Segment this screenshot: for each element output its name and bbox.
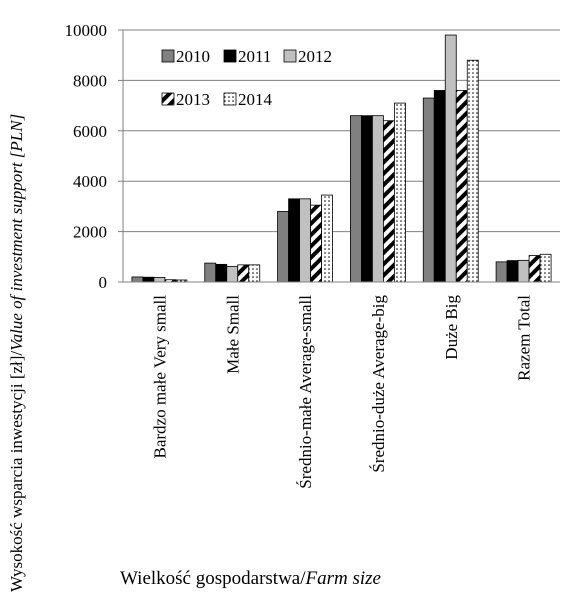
bar xyxy=(142,276,155,283)
bar xyxy=(444,34,457,283)
legend-swatch xyxy=(223,49,237,63)
bar xyxy=(455,90,468,283)
bars xyxy=(131,34,552,283)
bar xyxy=(372,115,384,283)
category-label: Średnio-małe Average-small xyxy=(296,295,315,489)
bar xyxy=(310,204,322,283)
y-tick-label: 6000 xyxy=(73,122,107,141)
y-axis-ticks: 0 2000 4000 6000 8000 10000 xyxy=(65,21,123,292)
axes xyxy=(122,30,560,283)
bar xyxy=(299,198,311,283)
y-tick-label: 10000 xyxy=(65,21,108,40)
bar xyxy=(361,115,373,283)
legend-label: 2014 xyxy=(238,90,273,109)
bar xyxy=(350,115,362,283)
legend-swatch xyxy=(283,49,297,63)
bar xyxy=(153,277,166,283)
legend-label: 2012 xyxy=(298,47,332,66)
y-axis-title-plain: Wysokość wsparcia inwestycji [zł]/ xyxy=(7,351,26,592)
legend-swatch xyxy=(161,92,175,106)
bar xyxy=(321,194,333,283)
bar xyxy=(131,276,144,283)
bar xyxy=(215,263,228,283)
category-label: Małe Small xyxy=(223,295,242,374)
bar xyxy=(539,253,552,283)
y-tick-label: 2000 xyxy=(73,223,107,242)
bar xyxy=(248,264,261,283)
bar xyxy=(394,102,406,283)
bar xyxy=(204,262,217,283)
category-labels: Bardzo małe Very small Małe Small Średnio-… xyxy=(150,295,533,489)
bar xyxy=(466,59,479,283)
x-axis-title-plain: Wielkość gospodarstwa/ xyxy=(120,568,306,589)
bar xyxy=(495,261,508,283)
bar xyxy=(226,265,239,283)
bar xyxy=(277,211,289,283)
category-label: Duże Big xyxy=(442,295,461,360)
category-label: Bardzo małe Very small xyxy=(150,295,169,459)
y-axis-title: Wysokość wsparcia inwestycji [zł]/Value … xyxy=(7,114,26,592)
legend-label: 2013 xyxy=(176,90,210,109)
x-axis-title: Wielkość gospodarstwa/Farm size xyxy=(120,568,381,589)
bar xyxy=(433,90,446,283)
bar xyxy=(237,264,250,283)
bar xyxy=(506,260,519,283)
bar xyxy=(422,97,435,283)
category-label: Razem Total xyxy=(515,295,534,381)
legend-label: 2010 xyxy=(176,47,210,66)
x-axis-title-italic: Farm size xyxy=(305,568,381,589)
legend-label: 2011 xyxy=(238,47,271,66)
legend-swatch xyxy=(223,92,237,106)
gridlines xyxy=(123,29,560,233)
y-tick-label: 0 xyxy=(99,273,108,292)
category-label: Średnio-duże Average-big xyxy=(369,295,388,473)
y-axis-title-italic: Value of investment support [PLN] xyxy=(7,114,26,351)
bar xyxy=(383,120,395,283)
y-tick-label: 8000 xyxy=(73,71,107,90)
y-tick-label: 4000 xyxy=(73,172,107,191)
bar xyxy=(517,259,530,283)
bar xyxy=(288,198,300,283)
legend: 2010 2011 2012 2013 2014 xyxy=(161,47,332,109)
legend-swatch xyxy=(161,49,175,63)
bar xyxy=(528,255,541,283)
